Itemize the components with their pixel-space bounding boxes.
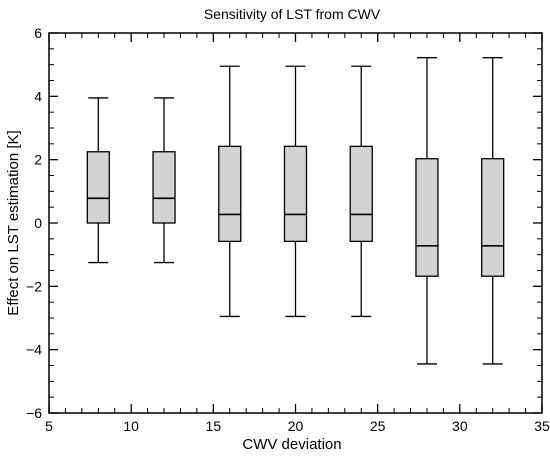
box-iqr [86,151,110,224]
box-5 [349,65,373,318]
x-tick-label: 25 [370,418,386,434]
y-tick-label: 0 [34,215,42,231]
x-axis-label: CWV deviation [242,436,341,453]
x-tick-label: 35 [534,418,550,434]
chart-title: Sensitivity of LST from CWV [204,6,381,22]
x-tick-label: 20 [288,418,304,434]
y-tick-label: 4 [34,88,42,104]
x-tick-label: 30 [452,418,468,434]
box-iqr [152,151,176,224]
box-2 [152,97,176,264]
box-4 [283,65,308,318]
y-tick-label: 6 [34,25,42,41]
y-tick-label: −6 [26,405,42,421]
box-iqr [283,145,308,243]
y-tick-label: −2 [26,278,42,294]
box-iqr [349,145,373,243]
box-iqr [415,158,439,277]
box-6 [415,57,439,365]
y-tick-label: 2 [34,152,42,168]
x-tick-label: 5 [45,418,53,434]
x-tick-label: 15 [206,418,222,434]
y-axis: −6 −4 −2 0 2 4 6 [26,25,542,421]
boxes-group [86,57,505,365]
y-axis-label: Effect on LST estimation [K] [5,130,22,315]
box-1 [86,97,110,264]
y-tick-label: −4 [26,342,42,358]
box-3 [218,65,242,318]
box-iqr [218,145,242,243]
box-7 [481,57,505,365]
x-tick-label: 10 [123,418,139,434]
box-iqr [481,158,505,277]
x-axis: 5 10 15 20 25 30 35 [45,33,550,434]
